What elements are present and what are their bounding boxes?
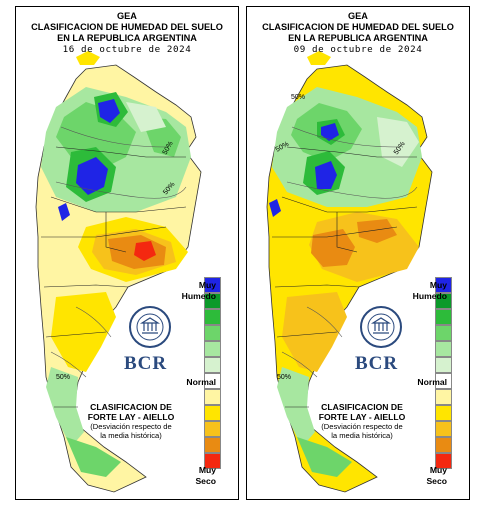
- legend-swatch-2: [204, 293, 221, 309]
- legend-swatch-6: [435, 357, 452, 373]
- legend-swatch-9: [204, 405, 221, 421]
- bcr-seal-logo: [129, 306, 171, 348]
- method-caption: CLASIFICACION DE FORTE LAY - AIELLO (Des…: [76, 402, 186, 440]
- legend-label-humedo: Humedo: [181, 291, 216, 301]
- legend-swatch-2: [435, 293, 452, 309]
- map-date: 09 de octubre de 2024: [293, 44, 423, 55]
- legend-swatch-6: [204, 357, 221, 373]
- method-line-4: la media histórica): [100, 431, 162, 440]
- contour-label-50: 50%: [291, 94, 305, 101]
- method-line-3: (Desviación respecto de: [90, 422, 172, 431]
- contour-label-50-c: 50%: [56, 374, 70, 381]
- legend-label-seco: Seco: [426, 476, 447, 486]
- method-line-4: la media histórica): [331, 431, 393, 440]
- legend-swatch-12: [204, 453, 221, 469]
- legend-swatch-11: [204, 437, 221, 453]
- legend-swatch-10: [435, 421, 452, 437]
- legend-swatch-10: [204, 421, 221, 437]
- legend-swatch-7: [435, 373, 452, 389]
- legend-swatch-4: [435, 325, 452, 341]
- argentina-soil-moisture-map: 50% 50% 50%: [35, 51, 202, 493]
- map-title: GEA: [117, 11, 137, 21]
- legend-swatch-1: [204, 277, 221, 293]
- map-panel-oct-09: 50% 50% 50% 50% GEA CLASIFICACION DE HUM…: [246, 6, 470, 500]
- map-date: 16 de octubre de 2024: [62, 44, 192, 55]
- map-panel-oct-16: 50% 50% 50% GEA CLASIFICACION DE HUMEDAD…: [15, 6, 239, 500]
- legend-label-muy-top: Muy: [198, 280, 216, 290]
- moisture-legend: [204, 277, 221, 469]
- legend-label-normal: Normal: [186, 377, 216, 387]
- map-subtitle: CLASIFICACION DE HUMEDAD DEL SUELO: [31, 22, 223, 32]
- method-line-1: CLASIFICACION DE: [90, 402, 172, 412]
- legend-swatch-7: [204, 373, 221, 389]
- legend-swatch-8: [435, 389, 452, 405]
- legend-label-humedo: Humedo: [412, 291, 447, 301]
- method-line-1: CLASIFICACION DE: [321, 402, 403, 412]
- legend-swatch-12: [435, 453, 452, 469]
- legend-label-muy-top: Muy: [429, 280, 447, 290]
- map-subtitle: CLASIFICACION DE HUMEDAD DEL SUELO: [262, 22, 454, 32]
- method-caption: CLASIFICACION DE FORTE LAY - AIELLO (Des…: [307, 402, 417, 440]
- legend-label-muy-bottom: Muy: [429, 465, 447, 475]
- legend-label-normal: Normal: [417, 377, 447, 387]
- legend-swatch-11: [435, 437, 452, 453]
- bcr-logo-text: BCR: [355, 353, 399, 374]
- bcr-logo-text: BCR: [124, 353, 168, 374]
- bcr-seal-logo: [360, 306, 402, 348]
- method-line-3: (Desviación respecto de: [321, 422, 403, 431]
- contour-label-50-d: 50%: [277, 374, 291, 381]
- legend-swatch-4: [204, 325, 221, 341]
- legend-label-seco: Seco: [195, 476, 216, 486]
- legend-swatch-3: [435, 309, 452, 325]
- moisture-legend: [435, 277, 452, 469]
- legend-swatch-5: [435, 341, 452, 357]
- legend-label-muy-bottom: Muy: [198, 465, 216, 475]
- method-line-2: FORTE LAY - AIELLO: [87, 412, 175, 422]
- legend-swatch-9: [435, 405, 452, 421]
- method-line-2: FORTE LAY - AIELLO: [318, 412, 406, 422]
- map-region: EN LA REPUBLICA ARGENTINA: [288, 33, 428, 43]
- legend-swatch-3: [204, 309, 221, 325]
- argentina-soil-moisture-map: 50% 50% 50% 50%: [266, 51, 433, 493]
- legend-swatch-1: [435, 277, 452, 293]
- legend-swatch-5: [204, 341, 221, 357]
- map-region: EN LA REPUBLICA ARGENTINA: [57, 33, 197, 43]
- map-title: GEA: [348, 11, 368, 21]
- legend-swatch-8: [204, 389, 221, 405]
